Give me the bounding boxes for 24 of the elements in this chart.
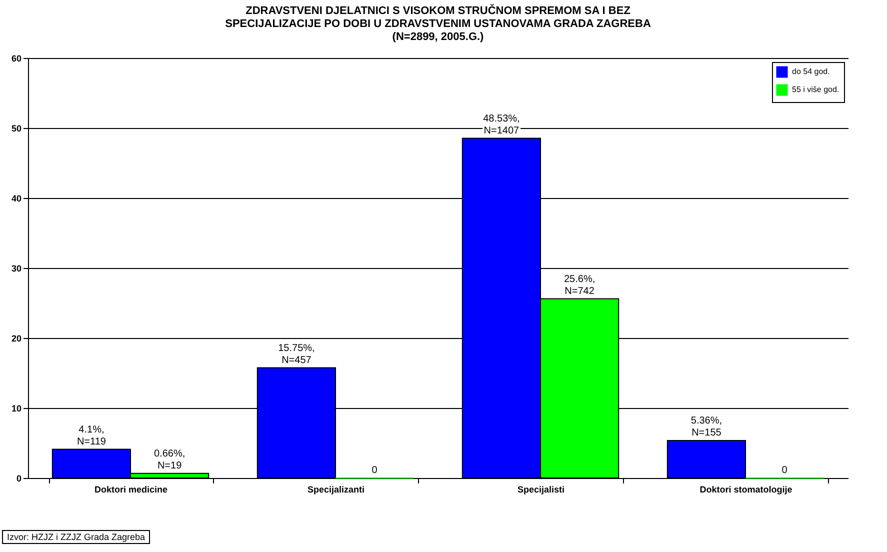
text: 15.75%, N=457 [278, 342, 315, 366]
y-tick-label: 10 [11, 404, 22, 414]
data-label: 0 [782, 465, 788, 476]
legend-label: do 54 god. [792, 67, 830, 76]
y-tick-label: 50 [11, 124, 22, 134]
x-tick-label: Specijalizanti [307, 484, 365, 494]
x-tick-label: Specijalisti [517, 484, 565, 494]
text: 5.36%, N=155 [690, 415, 722, 438]
y-tick-label: 40 [11, 194, 22, 204]
y-tick-label: 20 [11, 334, 22, 344]
x-tick-label: Doktori medicine [94, 484, 168, 494]
y-tick-label: 0 [16, 474, 22, 484]
y-tick-label: 30 [11, 264, 22, 274]
text: 48.53%, N=1407 [483, 113, 520, 136]
y-tick-label: 60 [11, 54, 22, 64]
text: 4.1%, N=119 [76, 424, 106, 448]
text: 0.66%, N=19 [154, 448, 186, 472]
x-tick-label: Doktori stomatologije [700, 484, 792, 494]
chart-title: ZDRAVSTVENI DJELATNICI S VISOKOM STRUČNOM SPREMOM SA I BEZ SPECIJALIZACIJE PO DOBI U ZDRAVSTVENIM USTANOVAMA GRADA ZAGREBA (N=2899, 2005.G.) [225, 4, 651, 43]
text: Izvor: HZJZ i ZZJZ Grada Zagreba [2, 530, 150, 544]
data-label: 0 [372, 465, 378, 476]
text: 25.6%, N=742 [564, 274, 596, 297]
bar [666, 440, 746, 478]
legend-label: 55 i više god. [792, 85, 840, 94]
